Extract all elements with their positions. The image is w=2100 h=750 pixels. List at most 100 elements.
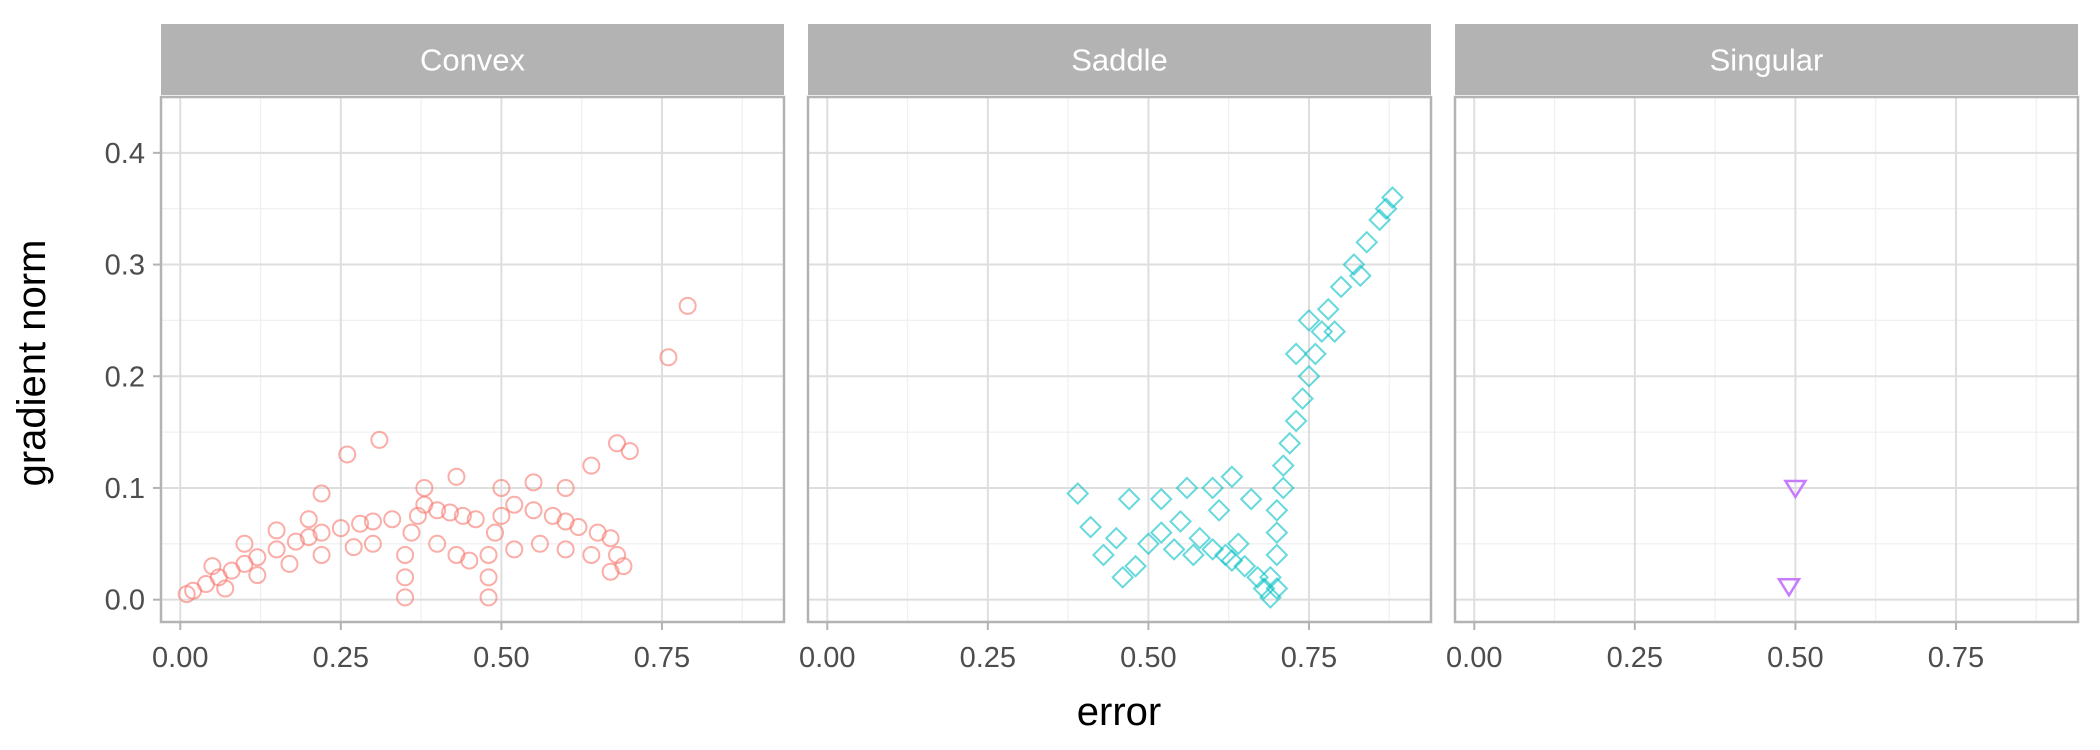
data-point	[447, 467, 466, 486]
data-point	[338, 445, 357, 464]
data-point	[1220, 549, 1244, 572]
data-point	[312, 545, 331, 564]
data-point	[280, 554, 299, 573]
data-point	[1066, 482, 1090, 505]
data-point	[582, 545, 601, 564]
data-point	[556, 540, 575, 559]
x-tick-label: 0.00	[799, 642, 855, 674]
data-point	[248, 548, 267, 567]
data-point	[351, 514, 370, 533]
data-point	[1271, 454, 1295, 478]
data-point	[1265, 577, 1289, 600]
plot-area	[1455, 97, 2078, 622]
data-point	[1104, 526, 1128, 550]
data-point	[1297, 308, 1321, 332]
data-point	[396, 568, 415, 587]
y-axis-title: gradient norm	[10, 240, 54, 487]
data-point	[1265, 543, 1289, 567]
x-tick-label: 0.75	[634, 642, 690, 674]
facet-panel-convex: Convex 0.00 0.25 0.50 0.75 0.0 0.1 0.2 0.3 0.4	[105, 24, 786, 674]
data-point	[524, 501, 543, 520]
series-singular	[1776, 479, 1808, 598]
facet-strip-convex	[161, 24, 784, 95]
data-point	[1169, 510, 1192, 533]
facet-strip-label: Convex	[420, 43, 526, 78]
x-tick-label: 0.25	[1607, 642, 1663, 674]
data-point	[428, 534, 447, 553]
data-point	[1776, 578, 1802, 598]
data-point	[363, 534, 382, 553]
data-point	[299, 510, 318, 529]
data-point	[485, 523, 504, 542]
data-point	[1239, 487, 1263, 511]
data-point	[428, 501, 447, 520]
data-point	[1348, 264, 1372, 288]
data-point	[441, 503, 460, 522]
panel-border	[159, 95, 786, 624]
data-point	[1284, 409, 1308, 433]
plot-area	[161, 97, 784, 622]
data-point	[492, 506, 511, 525]
x-tick-label: 0.50	[1767, 642, 1823, 674]
data-point	[1201, 537, 1225, 561]
x-tick-label: 0.75	[1928, 642, 1984, 674]
y-tick-label: 0.3	[105, 250, 145, 282]
data-point	[1226, 532, 1250, 556]
data-point	[505, 495, 524, 514]
data-point	[1381, 186, 1404, 209]
x-tick-label: 0.50	[1120, 642, 1176, 674]
data-point	[678, 296, 697, 315]
data-point	[331, 519, 350, 538]
data-point	[659, 348, 678, 367]
data-point	[1297, 364, 1321, 388]
data-point	[569, 518, 588, 537]
data-point	[1323, 320, 1347, 343]
data-point	[1188, 526, 1212, 550]
data-point	[479, 568, 498, 587]
data-point	[1259, 565, 1282, 589]
data-point	[1149, 487, 1173, 511]
data-point	[1175, 476, 1199, 500]
series-convex	[177, 296, 697, 607]
data-point	[248, 566, 267, 585]
data-point	[1207, 498, 1231, 522]
data-point	[396, 545, 415, 564]
data-point	[492, 478, 511, 497]
data-point	[460, 551, 479, 570]
facet-strip-label: Saddle	[1071, 43, 1168, 78]
data-point	[1342, 253, 1366, 276]
data-point	[1355, 230, 1379, 254]
data-point	[216, 579, 235, 598]
data-point	[1233, 554, 1257, 578]
data-point	[453, 506, 472, 525]
data-point	[479, 545, 498, 564]
data-point	[601, 529, 620, 548]
data-point	[479, 588, 498, 607]
y-tick-label: 0.4	[105, 138, 145, 170]
data-point	[1259, 586, 1282, 609]
data-point	[1303, 342, 1327, 366]
data-point	[1092, 543, 1115, 567]
data-point	[556, 478, 575, 497]
data-point	[505, 540, 524, 559]
x-tick-label: 0.00	[152, 642, 208, 674]
data-point	[235, 534, 254, 553]
data-point	[1117, 487, 1141, 511]
data-point	[267, 521, 286, 540]
data-point	[1265, 521, 1289, 545]
data-point	[1220, 465, 1244, 489]
data-point	[286, 532, 305, 551]
x-tick-label: 0.75	[1281, 642, 1337, 674]
y-tick-label: 0.0	[105, 585, 145, 617]
data-point	[344, 538, 363, 557]
x-tick-label: 0.25	[960, 642, 1016, 674]
data-point	[415, 478, 434, 497]
data-point	[1181, 543, 1205, 567]
data-point	[1316, 297, 1340, 321]
plot-area	[808, 97, 1431, 622]
data-point	[1149, 521, 1173, 545]
facet-strip-label: Singular	[1710, 43, 1824, 78]
data-point	[363, 512, 382, 531]
x-tick-label: 0.00	[1446, 642, 1502, 674]
